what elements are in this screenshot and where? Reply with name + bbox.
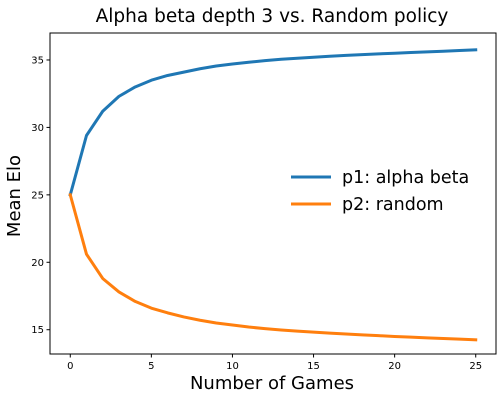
x-axis-ticks: 0 5 10 15 20 25 — [67, 354, 482, 372]
x-tick-label: 0 — [67, 361, 73, 372]
legend: p1: alpha beta p2: random — [291, 168, 469, 215]
x-tick-label: 10 — [226, 361, 239, 372]
y-axis-ticks: 15 20 25 30 35 — [31, 55, 50, 336]
series-layer — [68, 48, 478, 342]
y-tick-label: 35 — [31, 55, 44, 66]
x-tick-label: 20 — [388, 361, 401, 372]
legend-label-1: p1: alpha beta — [342, 168, 469, 188]
y-tick-label: 25 — [31, 190, 44, 201]
y-tick-label: 20 — [31, 258, 44, 269]
x-axis-label: Number of Games — [190, 373, 354, 394]
y-tick-label: 30 — [31, 123, 44, 134]
y-axis-label: Mean Elo — [4, 155, 25, 237]
series-line-2 — [68, 193, 478, 342]
series-line-1 — [68, 48, 478, 197]
legend-label-2: p2: random — [342, 195, 444, 215]
plot-frame — [49, 32, 497, 355]
x-tick-label: 5 — [148, 361, 154, 372]
y-tick-label: 15 — [31, 325, 44, 336]
chart-title: Alpha beta depth 3 vs. Random policy — [96, 6, 449, 27]
x-tick-label: 25 — [469, 361, 482, 372]
x-tick-label: 15 — [307, 361, 320, 372]
